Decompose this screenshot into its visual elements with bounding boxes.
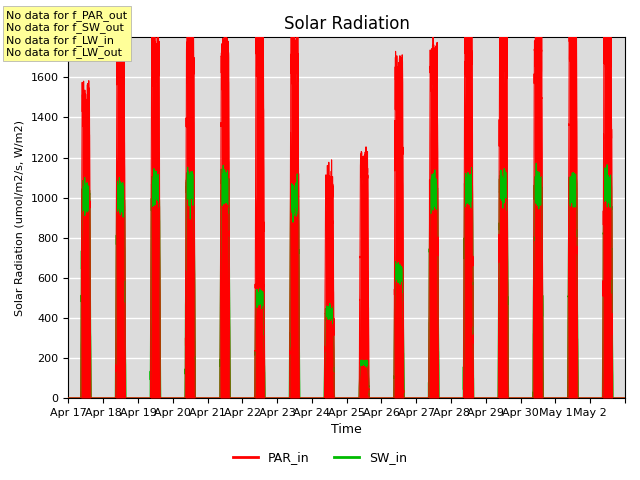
Text: No data for f_PAR_out
No data for f_SW_out
No data for f_LW_in
No data for f_LW_: No data for f_PAR_out No data for f_SW_o…	[6, 10, 127, 58]
X-axis label: Time: Time	[332, 423, 362, 436]
Y-axis label: Solar Radiation (umol/m2/s, W/m2): Solar Radiation (umol/m2/s, W/m2)	[15, 120, 25, 316]
Title: Solar Radiation: Solar Radiation	[284, 15, 410, 33]
Legend: PAR_in, SW_in: PAR_in, SW_in	[228, 446, 412, 469]
